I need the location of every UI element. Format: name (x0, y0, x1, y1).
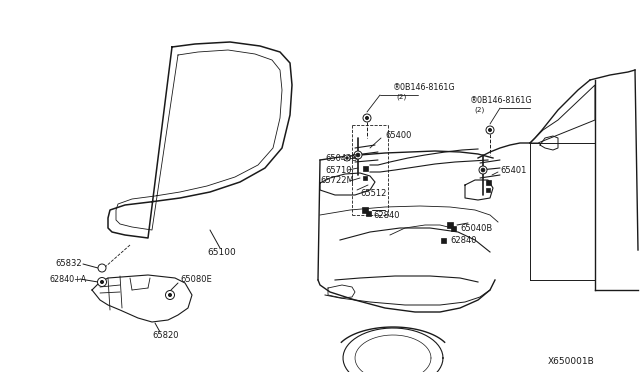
Bar (451, 225, 456, 231)
Bar (440, 237, 445, 243)
Circle shape (363, 114, 371, 122)
Text: 65100: 65100 (207, 247, 236, 257)
Circle shape (98, 264, 106, 272)
Bar (365, 211, 371, 215)
Circle shape (486, 126, 494, 134)
Circle shape (481, 168, 485, 172)
Text: 62840+A: 62840+A (49, 275, 86, 283)
Text: 65832: 65832 (55, 260, 82, 269)
Circle shape (354, 151, 362, 159)
Text: 65401: 65401 (500, 166, 526, 174)
Circle shape (168, 294, 172, 296)
Circle shape (479, 166, 487, 174)
Text: 65040B: 65040B (460, 224, 492, 232)
Circle shape (166, 291, 175, 299)
Bar (486, 180, 490, 185)
Bar (363, 176, 367, 180)
Text: 65400: 65400 (385, 131, 412, 140)
Circle shape (356, 153, 360, 157)
Bar (362, 207, 368, 213)
Bar (447, 222, 453, 228)
Text: 65080E: 65080E (180, 276, 212, 285)
Text: X650001B: X650001B (548, 357, 595, 366)
Circle shape (97, 278, 106, 286)
Text: 65710: 65710 (325, 166, 351, 174)
Text: ®0B146-8161G: ®0B146-8161G (470, 96, 532, 105)
Text: 62840: 62840 (450, 235, 477, 244)
Text: 65820: 65820 (152, 331, 179, 340)
Text: (2): (2) (396, 94, 406, 100)
Circle shape (488, 128, 492, 131)
Text: (2): (2) (474, 107, 484, 113)
Circle shape (100, 280, 104, 283)
Circle shape (346, 157, 348, 159)
Circle shape (365, 116, 369, 119)
Bar (362, 166, 367, 170)
Bar (486, 188, 490, 192)
Text: 65512: 65512 (360, 189, 387, 198)
Text: 62840: 62840 (373, 211, 399, 219)
Text: 65722M: 65722M (320, 176, 354, 185)
Text: 65040B: 65040B (325, 154, 357, 163)
Circle shape (344, 155, 350, 161)
Text: ®0B146-8161G: ®0B146-8161G (393, 83, 456, 92)
